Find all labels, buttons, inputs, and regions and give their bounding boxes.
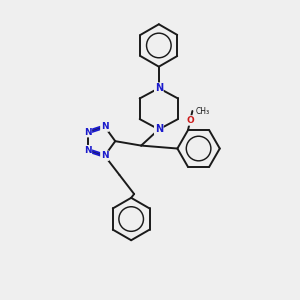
Text: N: N — [155, 124, 163, 134]
Text: CH₃: CH₃ — [196, 106, 210, 116]
Text: O: O — [187, 116, 194, 125]
Text: N: N — [101, 151, 109, 160]
Text: N: N — [155, 83, 163, 93]
Text: N: N — [101, 122, 109, 131]
Text: N: N — [84, 128, 92, 137]
Text: N: N — [84, 146, 92, 155]
